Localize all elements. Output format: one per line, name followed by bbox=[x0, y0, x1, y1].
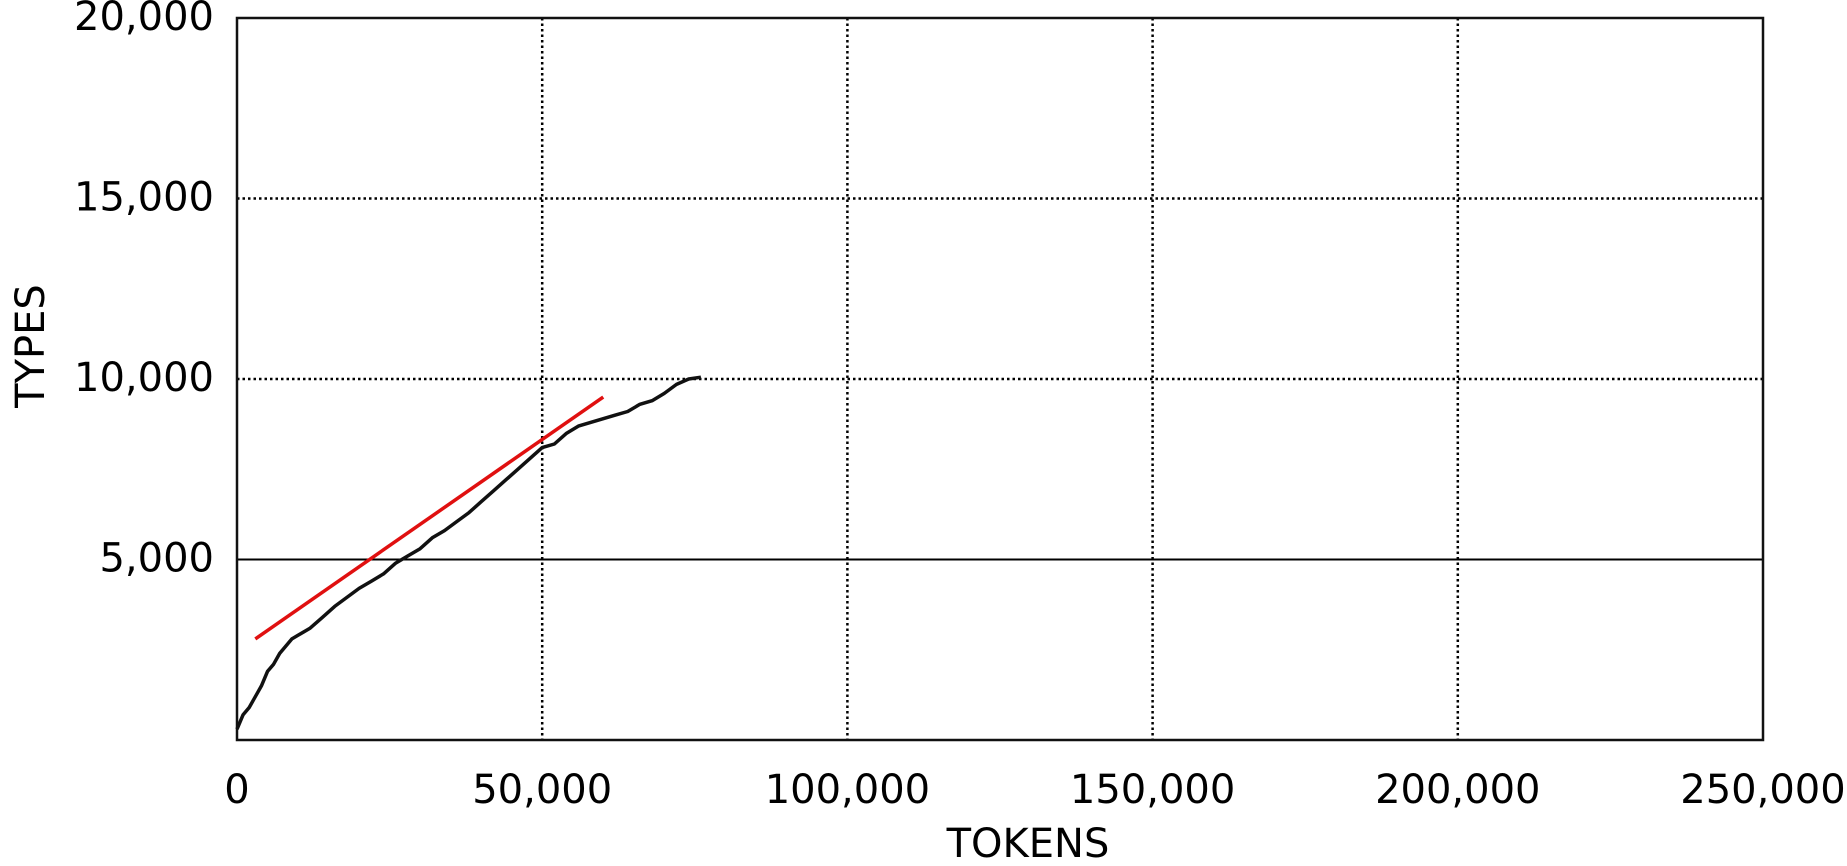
x-tick-label: 200,000 bbox=[1375, 767, 1540, 813]
y-tick-label: 20,000 bbox=[74, 0, 214, 40]
x-tick-label: 100,000 bbox=[765, 767, 930, 813]
y-tick-label: 15,000 bbox=[74, 175, 214, 221]
x-tick-label: 250,000 bbox=[1680, 767, 1845, 813]
plot-frame bbox=[235, 16, 1765, 742]
y-tick-label: 5,000 bbox=[99, 536, 214, 582]
y-axis-label: TYPES bbox=[8, 284, 54, 409]
x-tick-label: 50,000 bbox=[472, 767, 612, 813]
y-tick-label: 10,000 bbox=[74, 355, 214, 401]
type-token-growth-curve bbox=[235, 375, 702, 730]
x-axis-label: TOKENS bbox=[946, 821, 1110, 866]
y-axis-ticks: 5,000 10,000 15,000 20,000 bbox=[74, 0, 214, 582]
x-tick-label: 0 bbox=[224, 767, 249, 813]
x-tick-label: 150,000 bbox=[1070, 767, 1235, 813]
red-trend-line bbox=[254, 395, 605, 641]
x-axis-ticks: 0 50,000 100,000 150,000 200,000 250,000 bbox=[224, 767, 1845, 813]
grid bbox=[237, 18, 1763, 740]
series-layer bbox=[235, 375, 702, 730]
